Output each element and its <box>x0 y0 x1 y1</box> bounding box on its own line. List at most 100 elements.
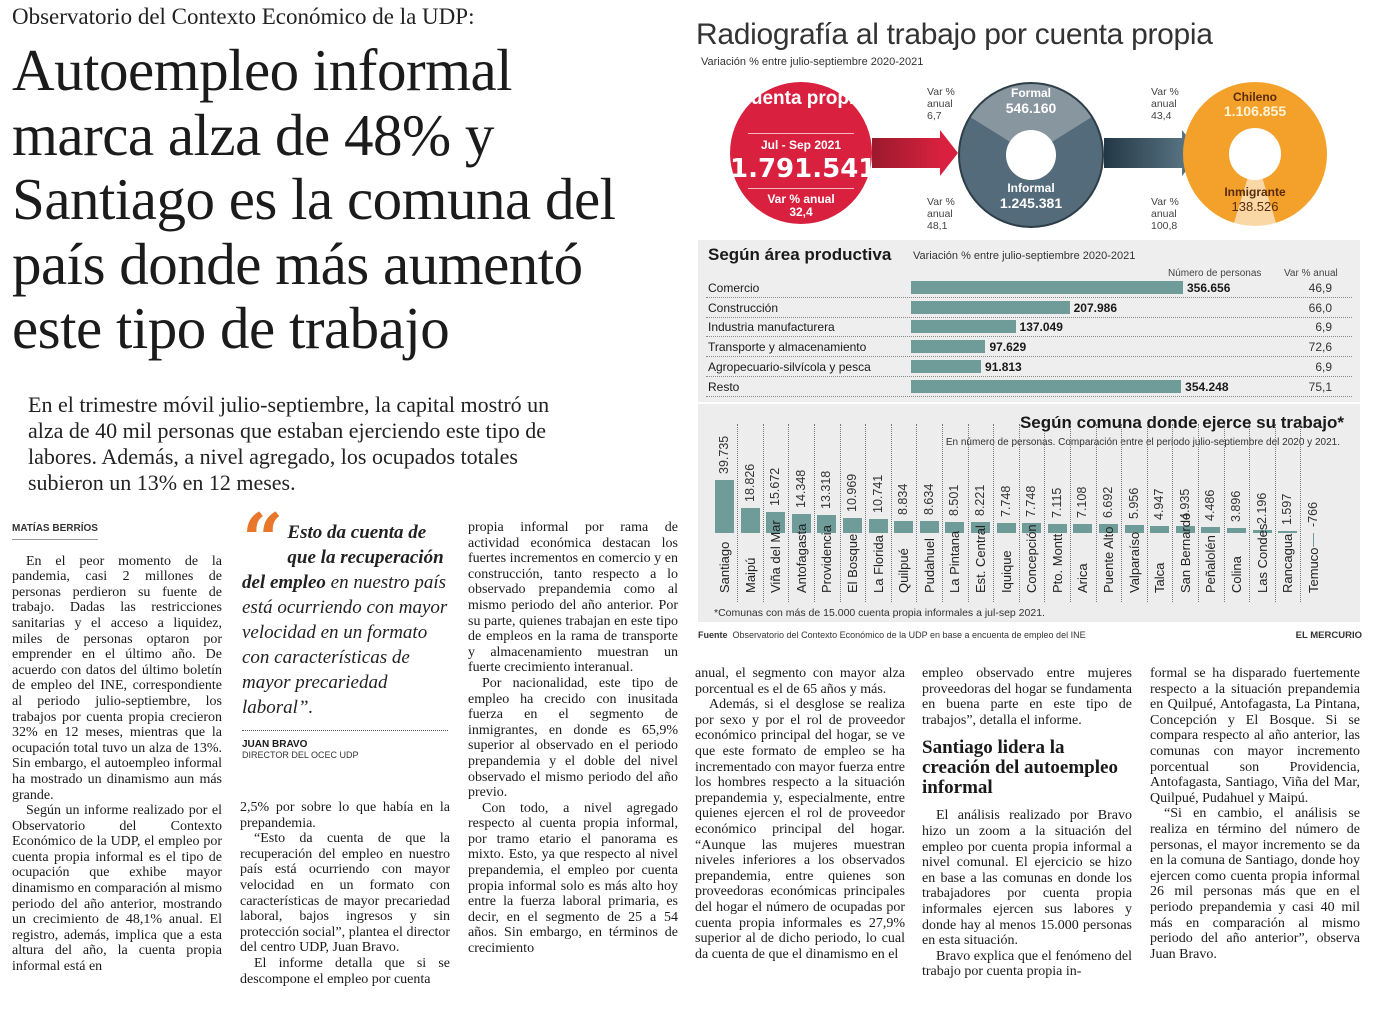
formal-var: Var % anual 6,7 <box>927 86 957 122</box>
body-column-4: anual, el segmento con mayor alza porcen… <box>695 666 905 1000</box>
byline: MATÍAS BERRÍOS <box>12 521 98 540</box>
comuna-value: 8.834 <box>896 483 911 516</box>
column-separator <box>762 424 764 602</box>
comuna-name: Peñalolén <box>1203 535 1219 593</box>
column-separator <box>839 424 841 602</box>
headline-line: Autoempleo informal <box>12 37 513 103</box>
area-value: 354.248 <box>1185 379 1229 394</box>
informal-label: Informal <box>1007 181 1055 195</box>
column-separator <box>941 424 943 602</box>
paragraph: Según un informe realizado por el Observ… <box>12 803 222 975</box>
area-pct: 6,9 <box>1315 320 1332 335</box>
infographic-subtitle: Variación % entre julio-septiembre 2020-… <box>701 56 924 68</box>
arrow-shaft <box>872 138 942 168</box>
chileno-label: Chileno <box>1233 90 1277 104</box>
comuna-value: 15.672 <box>768 467 783 507</box>
arrow-right-icon <box>940 130 958 176</box>
comuna-bar <box>1047 523 1067 533</box>
area-value: 91.813 <box>985 359 1022 374</box>
comuna-bar <box>868 518 888 533</box>
comuna-value: 18.826 <box>742 463 757 502</box>
quote-mark-icon: “ <box>242 497 284 582</box>
area-bar <box>911 379 1182 393</box>
comuna-name: Puente Alto <box>1101 526 1116 594</box>
comuna-name: Pudahuel <box>921 538 937 593</box>
deck-line: labores. Además, a nivel agregado, los o… <box>28 444 518 469</box>
paragraph: formal se ha disparado fuertemente respe… <box>1150 666 1360 806</box>
comuna-value: 4.486 <box>1203 489 1218 522</box>
comuna-bar <box>996 522 1016 533</box>
comuna-bar <box>971 522 990 533</box>
comuna-bar <box>1227 527 1246 533</box>
informal-value: 1.245.381 <box>999 195 1063 211</box>
paragraph: propia informal por rama de actividad ec… <box>468 520 678 676</box>
column-separator <box>993 424 995 602</box>
comuna-name: San Bernardo <box>1177 512 1193 593</box>
var-value: 43,4 <box>1151 110 1172 122</box>
comuna-bar <box>1022 522 1042 533</box>
column-separator <box>1172 424 1174 602</box>
body-column-6: formal se ha disparado fuertemente respe… <box>1150 666 1360 1000</box>
comuna-bar <box>945 521 965 533</box>
comuna-value: -766 <box>1305 501 1320 527</box>
var-label: Var % anual <box>927 86 955 110</box>
paragraph: Con todo, a nivel agregado respecto al c… <box>468 800 678 957</box>
area-chart-subtitle: Variación % entre julio-septiembre 2020-… <box>913 250 1136 262</box>
area-bar <box>911 300 1070 314</box>
deck-line: subieron un 13% en 12 meses. <box>28 470 296 495</box>
var-label: Var % anual <box>1151 86 1179 110</box>
donut-hole <box>1229 128 1281 180</box>
source-label: Fuente <box>698 630 728 640</box>
area-bar <box>911 359 982 373</box>
comuna-value: 14.348 <box>793 469 808 508</box>
quote-bold: Esto da cuenta de que la recuperación de… <box>242 522 444 593</box>
column-separator <box>1197 424 1199 602</box>
comuna-name: Maipú <box>742 557 758 593</box>
comuna-bar <box>817 515 837 533</box>
infographic-title: Radiografía al trabajo por cuenta propia <box>696 18 1213 51</box>
body-column-1: MATÍAS BERRÍOS En el peor momento de la … <box>12 520 222 1000</box>
divider <box>748 133 854 134</box>
infographic: Radiografía al trabajo por cuenta propia… <box>693 18 1370 648</box>
area-label: Comercio <box>708 281 760 295</box>
comuna-value: 2.196 <box>1254 492 1269 525</box>
comuna-bar <box>919 521 939 533</box>
comuna-name: Colina <box>1229 556 1244 593</box>
divider <box>748 188 854 189</box>
var-value: 100,8 <box>1151 220 1178 232</box>
donut-hole <box>1006 130 1056 180</box>
area-value: 207.986 <box>1073 300 1117 315</box>
area-label: Industria manufacturera <box>708 320 835 335</box>
comuna-bar <box>715 480 734 533</box>
comuna-bar <box>894 521 914 533</box>
column-separator <box>916 424 918 602</box>
formal-label: Formal <box>1010 86 1051 100</box>
area-chart-title: Según área productiva <box>708 245 892 264</box>
area-row: Industria manufacturera 137.049 6,9 <box>706 317 1352 338</box>
column-separator <box>1249 424 1251 602</box>
comuna-bar <box>740 507 760 533</box>
source-note: Fuente Observatorio del Contexto Económi… <box>698 630 1086 640</box>
paragraph: Bravo explica que el fenómeno del trabaj… <box>922 948 1132 980</box>
area-value: 97.629 <box>989 340 1027 355</box>
comuna-name: Santiago <box>717 541 732 593</box>
column-separator <box>865 424 867 602</box>
comuna-bar <box>1124 525 1144 533</box>
formal-value: 546.160 <box>1005 100 1057 116</box>
paragraph: Por nacionalidad, este tipo de empleo ha… <box>468 675 678 801</box>
inmigrante-var: Var % anual 100,8 <box>1151 196 1181 232</box>
comuna-bar <box>1175 526 1195 533</box>
pct-header: Var % anual <box>1284 268 1338 279</box>
comuna-chart: Según comuna donde ejerce su trabajo* En… <box>698 404 1360 622</box>
headline-line: marca alza de 48% y <box>12 101 494 168</box>
comuna-bar <box>1073 523 1093 533</box>
comuna-bar <box>1312 533 1314 547</box>
area-pct: 75,1 <box>1308 379 1332 394</box>
source-text: Observatorio del Contexto Económico de l… <box>732 630 1086 640</box>
body-column-2: 2,5% por sobre lo que había en la prepan… <box>240 800 450 1000</box>
area-pct: 66,0 <box>1308 300 1332 315</box>
comuna-name: Quilpué <box>896 548 912 593</box>
kicker: Observatorio del Contexto Económico de l… <box>12 4 475 29</box>
comuna-bar <box>1252 530 1272 533</box>
var-value: 48,1 <box>927 220 948 232</box>
